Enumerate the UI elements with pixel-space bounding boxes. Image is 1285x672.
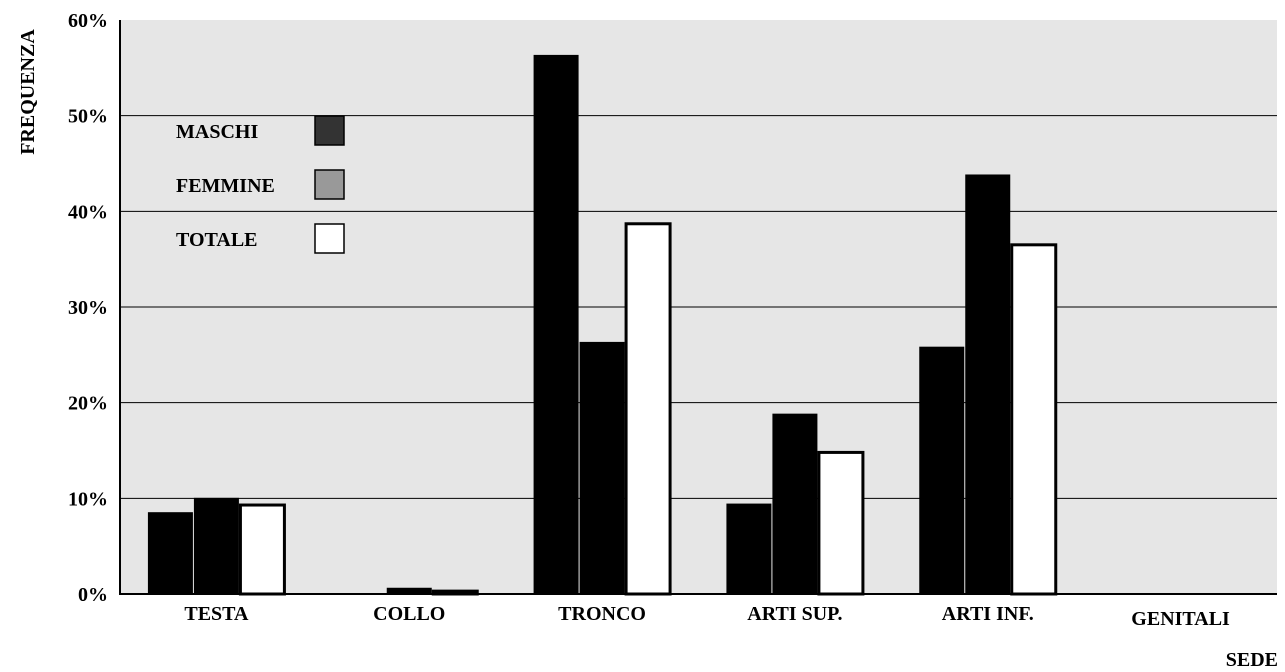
x-axis-title: SEDE — [1226, 649, 1278, 671]
bar-maschi-4 — [919, 346, 965, 595]
x-tick-label: TESTA — [184, 603, 249, 625]
y-tick-label: 10% — [68, 488, 108, 510]
y-tick-labels: 0% 10% 20% 30% 40% 50% 60% — [68, 10, 108, 606]
x-tick-label: GENITALI — [1131, 608, 1230, 630]
y-tick-label: 60% — [68, 10, 108, 32]
bar-maschi-2 — [533, 54, 579, 595]
bar-totale-4 — [1010, 243, 1058, 596]
legend-label: TOTALE — [176, 229, 258, 251]
x-tick-label: ARTI SUP. — [747, 603, 842, 625]
x-tick-label: TRONCO — [558, 603, 646, 625]
bar-totale-0 — [238, 503, 286, 596]
x-tick-label: COLLO — [373, 603, 445, 625]
legend-swatch — [314, 169, 345, 200]
bar-femmine-4 — [965, 174, 1011, 595]
y-axis-title: FREQUENZA — [17, 29, 39, 155]
legend-swatch — [314, 115, 345, 146]
bar-maschi-0 — [147, 512, 193, 595]
legend-swatch — [314, 223, 345, 254]
x-tick-labels: TESTA COLLO TRONCO ARTI SUP. ARTI INF. GENITA… — [184, 603, 1230, 630]
bars — [147, 54, 1058, 596]
y-tick-label: 30% — [68, 297, 108, 319]
y-tick-label: 0% — [78, 584, 108, 606]
bar-totale-2 — [624, 222, 672, 596]
y-tick-label: 50% — [68, 106, 108, 128]
y-tick-label: 40% — [68, 201, 108, 223]
legend: MASCHI FEMMINE TOTALE — [176, 115, 345, 254]
axes — [119, 20, 1277, 595]
legend-label: MASCHI — [176, 121, 258, 143]
x-tick-label: ARTI INF. — [942, 603, 1034, 625]
gridlines — [120, 115, 1277, 499]
bar-femmine-2 — [579, 341, 625, 595]
bar-maschi-3 — [726, 503, 772, 595]
bar-femmine-3 — [772, 413, 818, 595]
legend-label: FEMMINE — [176, 175, 275, 197]
bar-femmine-0 — [193, 497, 239, 595]
bar-totale-3 — [817, 450, 865, 596]
y-tick-label: 20% — [68, 393, 108, 415]
